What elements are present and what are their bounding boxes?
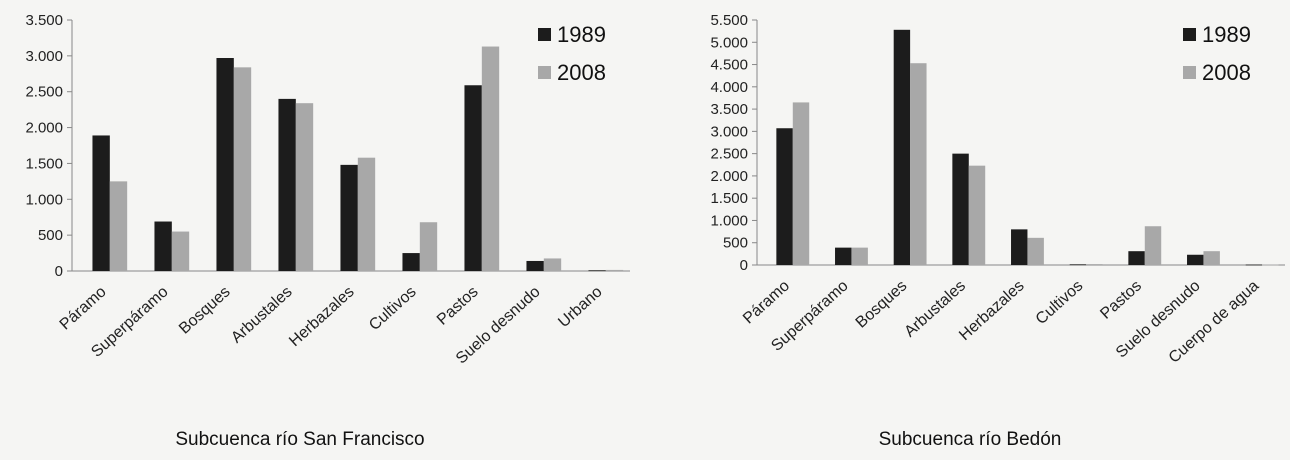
legend-label: 2008 (1202, 60, 1251, 85)
bar-1989 (952, 153, 969, 265)
y-tick-label: 4.500 (710, 57, 748, 74)
y-tick-label: 2.000 (710, 168, 748, 185)
bar-2008 (171, 231, 190, 271)
y-tick-label: 500 (723, 235, 748, 252)
y-tick-label: 2.500 (25, 84, 63, 101)
bar-1989 (1128, 251, 1145, 265)
bar-2008 (233, 67, 252, 272)
legend-swatch-1989 (1183, 28, 1196, 41)
bar-2008 (1203, 251, 1220, 265)
y-tick-label: 3.500 (710, 101, 748, 118)
x-tick-label: Herbazales (956, 277, 1028, 344)
bar-1989 (776, 128, 793, 265)
x-tick-label: Bosques (853, 277, 911, 331)
bar-2008 (605, 269, 624, 271)
chart-2: 0 500 1.000 1.500 2.000 2.500 3.000 3.500 4.000 4… (710, 12, 1285, 450)
bar-1989 (1069, 264, 1087, 266)
bar-1989 (526, 260, 544, 271)
bar-2008 (543, 258, 562, 271)
legend-label: 1989 (1202, 22, 1251, 47)
chart-1: 0 500 1.000 1.500 2.000 2.500 3.000 3.500 Páramo… (25, 12, 630, 450)
y-tick-label: 5.000 (710, 34, 748, 51)
bar-1989 (154, 221, 172, 271)
bar-1989 (216, 58, 234, 271)
bar-2008 (851, 247, 868, 265)
chart-title: Subcuenca río San Francisco (175, 429, 424, 450)
x-tick-label: Cultivos (366, 283, 420, 334)
chart-title: Subcuenca río Bedón (879, 429, 1062, 450)
y-tick-label: 3.000 (710, 123, 748, 140)
y-tick-label: 1.500 (710, 190, 748, 207)
bar-1989 (1245, 264, 1263, 266)
bar-1989 (278, 98, 296, 271)
bar-1989 (92, 135, 110, 271)
y-tick-label: 1.000 (25, 191, 63, 208)
x-tick-label: Páramo (740, 277, 793, 327)
y-tick-label: 2.000 (25, 120, 63, 137)
bar-2008 (1262, 264, 1279, 266)
y-tick-label: 4.000 (710, 79, 748, 96)
bar-2008 (357, 157, 376, 271)
bar-1989 (1187, 254, 1204, 265)
bar-2008 (419, 222, 438, 271)
bar-2008 (968, 165, 986, 265)
y-tick-label: 1.000 (710, 212, 748, 229)
bar-2008 (295, 103, 314, 271)
y-tick-label: 3.000 (25, 48, 63, 65)
y-tick-label: 3.500 (25, 12, 63, 29)
x-tick-label: Pastos (434, 283, 482, 328)
legend-label: 2008 (557, 60, 606, 85)
bar-1989 (893, 29, 911, 265)
bar-2008 (109, 181, 128, 271)
y-tick-label: 1.500 (25, 155, 63, 172)
x-tick-label: Cultivos (1033, 277, 1087, 328)
bar-2008 (792, 102, 810, 265)
bar-2008 (481, 46, 500, 271)
y-tick-label: 5.500 (710, 12, 748, 29)
x-tick-label: Páramo (57, 283, 110, 333)
y-tick-label: 0 (55, 263, 63, 280)
legend-swatch-2008 (1183, 66, 1196, 79)
x-tick-label: Pastos (1097, 277, 1145, 322)
bar-2008 (1086, 264, 1103, 265)
x-tick-label: Bosques (176, 283, 234, 337)
bar-1989 (588, 270, 606, 272)
legend-swatch-1989 (538, 28, 551, 41)
bar-1989 (402, 253, 420, 271)
bar-2008 (910, 63, 927, 265)
y-tick-label: 2.500 (710, 146, 748, 163)
legend-swatch-2008 (538, 66, 551, 79)
bar-1989 (1011, 229, 1028, 265)
bar-1989 (340, 164, 358, 271)
legend-label: 1989 (557, 22, 606, 47)
bar-1989 (464, 85, 482, 271)
bar-1989 (835, 247, 852, 265)
bar-2008 (1027, 237, 1044, 265)
y-tick-label: 500 (38, 227, 63, 244)
x-tick-label: Urbano (555, 283, 605, 331)
x-tick-label: Herbazales (286, 283, 358, 350)
y-tick-label: 0 (740, 257, 748, 274)
bar-2008 (1144, 226, 1162, 265)
